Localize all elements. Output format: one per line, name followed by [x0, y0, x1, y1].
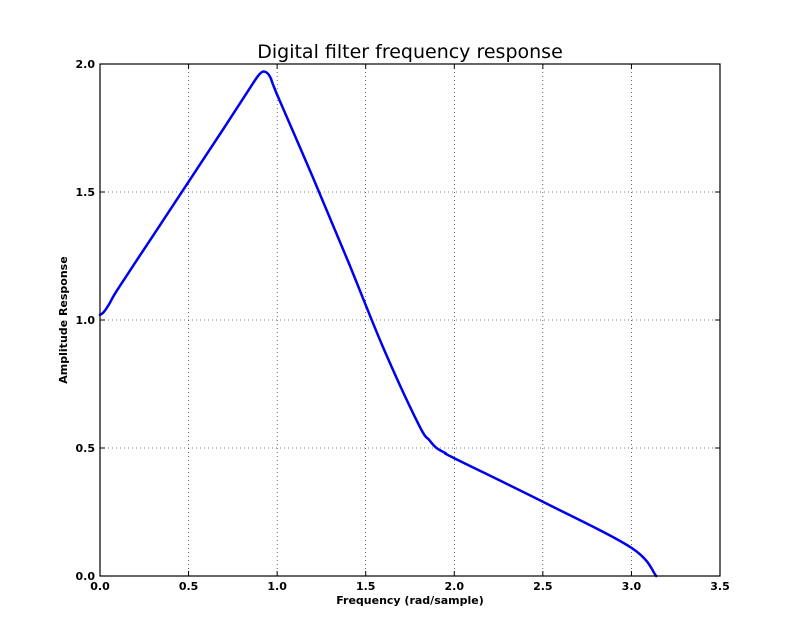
grid — [100, 64, 720, 576]
x-tick-label: 0.5 — [179, 580, 199, 593]
x-tick-label: 1.5 — [356, 580, 376, 593]
series-layer — [98, 70, 658, 578]
x-tick-label: 2.5 — [533, 580, 553, 593]
x-axis-label: Frequency (rad/sample) — [336, 594, 484, 607]
x-tick-label: 1.0 — [267, 580, 287, 593]
y-tick-label: 1.0 — [76, 314, 96, 327]
x-tick-label: 2.0 — [445, 580, 465, 593]
x-tick-label: 3.5 — [710, 580, 730, 593]
y-tick-label: 1.5 — [76, 186, 96, 199]
series-line-0 — [98, 70, 658, 578]
x-tick-label: 3.0 — [622, 580, 642, 593]
y-tick-label: 2.0 — [76, 58, 96, 71]
y-tick-label: 0.0 — [76, 570, 96, 583]
ticks: 0.0 0.5 1.0 1.5 2.0 2.5 3.0 3.5 0.0 0.5 1.0 1.5 2.0 — [76, 58, 730, 593]
x-tick-label: 0.0 — [90, 580, 110, 593]
y-axis-label: Amplitude Response — [57, 256, 70, 383]
y-tick-label: 0.5 — [76, 442, 96, 455]
chart-title: Digital filter frequency response — [257, 41, 563, 63]
